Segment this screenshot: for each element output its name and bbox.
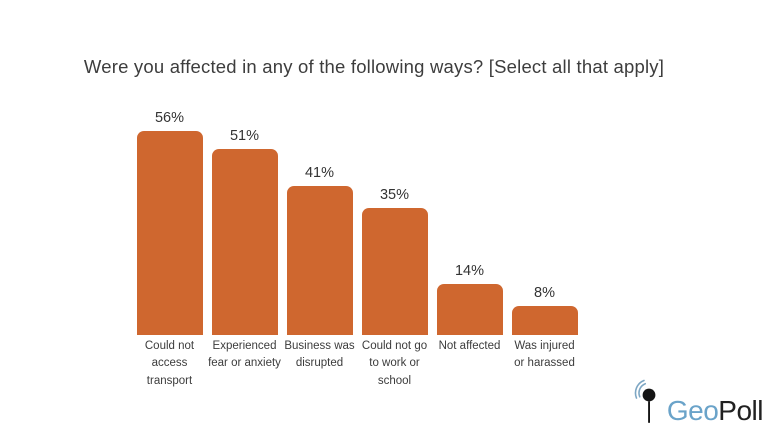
logo-text-geo: Geo <box>666 395 719 426</box>
bar-value-label: 56% <box>154 110 185 126</box>
category-label: Was injured or harassed <box>514 340 575 370</box>
bar-column-was-injured-or-harassed: 8% <box>507 285 582 335</box>
bar-value-label: 14% <box>454 263 485 279</box>
map-pin-signal-icon <box>634 379 656 423</box>
bar-value-label: 8% <box>534 285 555 301</box>
chart-title: Were you affected in any of the followin… <box>83 56 665 77</box>
category-label: Could not access transport <box>144 340 195 387</box>
bar-value-label: 51% <box>229 128 260 144</box>
bar-could-not-access-transport <box>136 131 203 335</box>
bar-column-could-not-access-transport: 56% <box>132 110 207 335</box>
bar-value-label: 41% <box>304 165 335 181</box>
category-label: Experienced fear or anxiety <box>208 340 281 370</box>
geopoll-logo: GeoPoll <box>634 376 763 426</box>
category-label: Could not go to work or school <box>361 340 428 387</box>
logo-text-poll: Poll <box>718 395 763 426</box>
bar-column-experienced-fear-or-anxiety: 51% <box>207 128 282 335</box>
bar-experienced-fear-or-anxiety <box>211 149 278 335</box>
bar-column-business-was-disrupted: 41% <box>282 165 357 335</box>
logo-wordmark: GeoPoll <box>666 395 764 426</box>
category-label: Business was disrupted <box>284 340 355 370</box>
category-axis-labels: Could not access transport Experienced f… <box>132 338 582 390</box>
bar-business-was-disrupted <box>286 186 353 335</box>
bar-column-not-affected: 14% <box>432 263 507 335</box>
category-label: Not affected <box>438 340 501 352</box>
bar-not-affected <box>436 284 503 335</box>
bar-value-label: 35% <box>379 187 410 203</box>
bar-column-could-not-go-to-work-or-school: 35% <box>357 187 432 335</box>
bar-could-not-go-to-work-or-school <box>361 208 428 335</box>
bar-was-injured-or-harassed <box>511 306 578 335</box>
bar-chart: 56% 51% 41% 35% 14% 8% <box>132 0 582 335</box>
